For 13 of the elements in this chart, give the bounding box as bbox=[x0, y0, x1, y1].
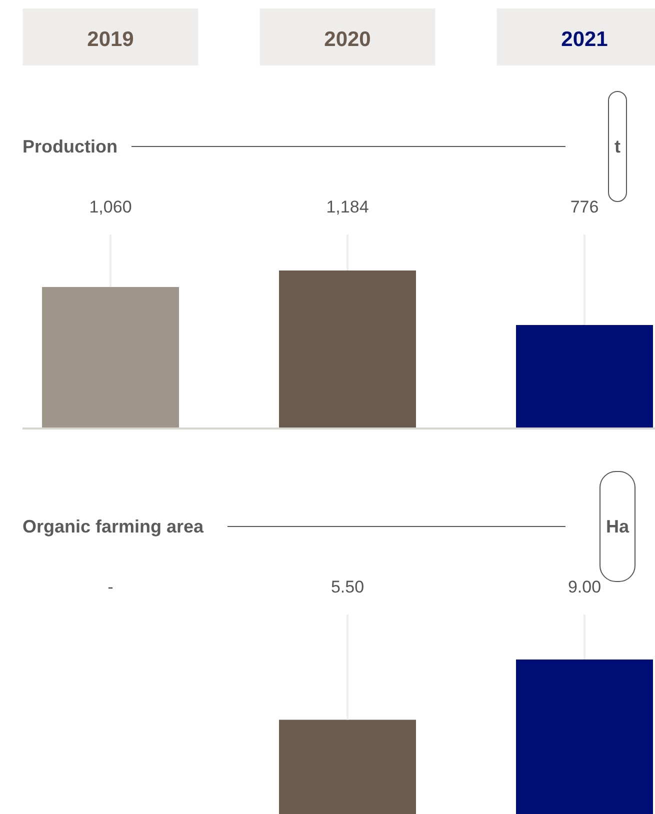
y-axis-title: Ha bbox=[606, 516, 630, 536]
data-label: 1,060 bbox=[89, 198, 132, 216]
data-label: 5.50 bbox=[330, 578, 364, 596]
x-tick-label: 2021 bbox=[561, 28, 608, 51]
text: - bbox=[108, 578, 114, 596]
x-tick-label: 2019 bbox=[87, 28, 134, 51]
chart-title: Organic farming area bbox=[22, 516, 205, 536]
data-label: 9.00 bbox=[568, 578, 602, 596]
data-label: 776 bbox=[570, 198, 599, 216]
data-label: 1,184 bbox=[326, 198, 369, 216]
x-tick-label: 2020 bbox=[324, 28, 371, 51]
chart-title: Production bbox=[22, 136, 118, 156]
y-axis-title: t bbox=[614, 136, 621, 156]
